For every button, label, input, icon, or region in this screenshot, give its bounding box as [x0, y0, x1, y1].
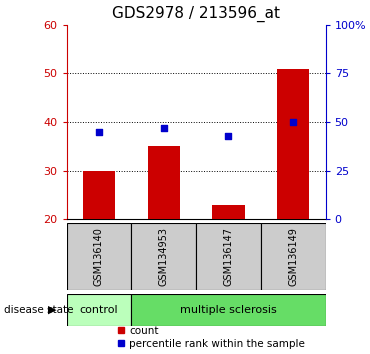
Text: ▶: ▶ [48, 305, 57, 315]
Point [226, 133, 232, 138]
Bar [83, 171, 115, 219]
Bar [261, 223, 326, 290]
Point [96, 129, 102, 135]
Text: GSM136147: GSM136147 [223, 227, 233, 286]
Bar [131, 294, 326, 326]
Bar [212, 205, 245, 219]
Bar [131, 223, 196, 290]
Bar [148, 147, 180, 219]
Text: disease state: disease state [4, 305, 73, 315]
Bar [196, 223, 261, 290]
Text: multiple sclerosis: multiple sclerosis [180, 305, 277, 315]
Text: GSM134953: GSM134953 [159, 227, 169, 286]
Point [290, 119, 296, 125]
Title: GDS2978 / 213596_at: GDS2978 / 213596_at [112, 6, 280, 22]
Bar [67, 294, 131, 326]
Point [161, 125, 167, 131]
Text: control: control [80, 305, 118, 315]
Legend: count, percentile rank within the sample: count, percentile rank within the sample [117, 326, 305, 349]
Text: GSM136149: GSM136149 [288, 227, 298, 286]
Bar [67, 223, 131, 290]
Text: GSM136140: GSM136140 [94, 227, 104, 286]
Bar [277, 69, 309, 219]
